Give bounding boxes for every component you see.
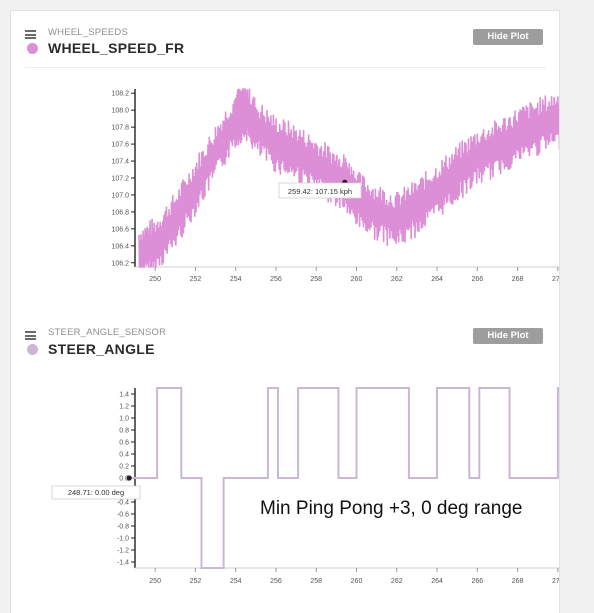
- tooltip-text: 259.42: 107.15 kph: [288, 187, 352, 196]
- y-tick-label: 1.2: [119, 404, 129, 411]
- x-tick-label: 260: [351, 578, 363, 585]
- y-tick-label: -1.0: [117, 536, 129, 543]
- x-tick-label: 260: [351, 276, 363, 283]
- x-tick-label: 264: [431, 276, 443, 283]
- signal-color-dot: [27, 344, 38, 355]
- plot-header: STEER_ANGLE_SENSOR STEER_ANGLE Hide Plot: [11, 306, 559, 366]
- annotation-text: Min Ping Pong +3, 0 deg range: [260, 498, 523, 519]
- y-tick-label: 107.4: [111, 159, 129, 166]
- y-tick-label: 107.0: [111, 192, 129, 199]
- y-tick-label: -1.4: [117, 560, 129, 567]
- hamburger-menu-icon[interactable]: [25, 331, 36, 340]
- steer-angle-series-line: [129, 387, 559, 569]
- x-tick-label: 258: [310, 578, 322, 585]
- hamburger-menu-icon[interactable]: [25, 30, 36, 39]
- y-tick-label: 107.8: [111, 125, 129, 132]
- x-tick-label: 256: [270, 276, 282, 283]
- y-tick-label: 0.4: [119, 452, 129, 459]
- y-tick-label: 0.2: [119, 464, 129, 471]
- y-tick-label: 106.2: [111, 260, 129, 267]
- y-tick-label: -1.2: [117, 548, 129, 555]
- y-tick-label: 0.8: [119, 428, 129, 435]
- y-tick-label: -0.8: [117, 524, 129, 531]
- steer-angle-chart[interactable]: 1.41.21.00.80.60.40.20.0-0.2-0.4-0.6-0.8…: [11, 306, 559, 613]
- y-tick-label: 1.0: [119, 416, 129, 423]
- wheel-speed-chart[interactable]: 108.2 108.0 107.8 107.6 107.4 107.2 107.0 106.8…: [11, 11, 559, 307]
- y-tick-label: 107.2: [111, 176, 129, 183]
- x-tick-label: 262: [391, 578, 403, 585]
- y-tick-label: 108.0: [111, 108, 129, 115]
- x-tick-label: 268: [512, 276, 524, 283]
- x-tick-label: 266: [471, 276, 483, 283]
- x-tick-label: 268: [512, 578, 524, 585]
- y-tick-label: 1.4: [119, 392, 129, 399]
- x-tick-label: 264: [431, 578, 443, 585]
- plot-header: WHEEL_SPEEDS WHEEL_SPEED_FR Hide Plot: [11, 11, 559, 71]
- y-tick-label: 106.6: [111, 226, 129, 233]
- plot-panel-steer-angle: STEER_ANGLE_SENSOR STEER_ANGLE Hide Plot…: [10, 306, 560, 613]
- signal-color-dot: [27, 43, 38, 54]
- x-tick-label: 250: [149, 276, 161, 283]
- hide-plot-button[interactable]: Hide Plot: [473, 29, 543, 45]
- y-tick-label: 106.8: [111, 209, 129, 216]
- x-tick-label: 254: [230, 276, 242, 283]
- x-tick-label: 256: [270, 578, 282, 585]
- y-tick-label: 107.6: [111, 142, 129, 149]
- tooltip-text: 248.71: 0.00 deg: [68, 488, 124, 497]
- y-tick-label: 0.0: [119, 476, 129, 483]
- x-tick-label: 266: [471, 578, 483, 585]
- x-tick-label: 252: [190, 578, 202, 585]
- x-tick-label: 250: [149, 578, 161, 585]
- x-tick-label: 262: [391, 276, 403, 283]
- hide-plot-button[interactable]: Hide Plot: [473, 328, 543, 344]
- tooltip-box: [278, 182, 362, 199]
- signal-name: WHEEL_SPEED_FR: [48, 40, 185, 56]
- page-scrollbar[interactable]: [574, 0, 594, 613]
- x-tick-label: 252: [190, 276, 202, 283]
- header-divider: [25, 67, 546, 68]
- x-tick-label: 270: [552, 276, 559, 283]
- message-name: WHEEL_SPEEDS: [48, 27, 129, 38]
- plot-panel-wheel-speed: WHEEL_SPEEDS WHEEL_SPEED_FR Hide Plot 10…: [10, 10, 560, 308]
- tooltip-box: [51, 485, 141, 500]
- x-tick-label: 258: [310, 276, 322, 283]
- y-tick-label: 106.4: [111, 243, 129, 250]
- cursor-point: [126, 475, 132, 481]
- x-tick-label: 270: [552, 578, 559, 585]
- y-tick-label: 0.6: [119, 440, 129, 447]
- signal-name: STEER_ANGLE: [48, 341, 155, 357]
- y-tick-label: 108.2: [111, 91, 129, 98]
- y-tick-label: -0.4: [117, 500, 129, 507]
- x-tick-label: 254: [230, 578, 242, 585]
- message-name: STEER_ANGLE_SENSOR: [48, 327, 167, 338]
- wheel-speed-series-line: [138, 88, 559, 268]
- y-tick-label: -0.6: [117, 512, 129, 519]
